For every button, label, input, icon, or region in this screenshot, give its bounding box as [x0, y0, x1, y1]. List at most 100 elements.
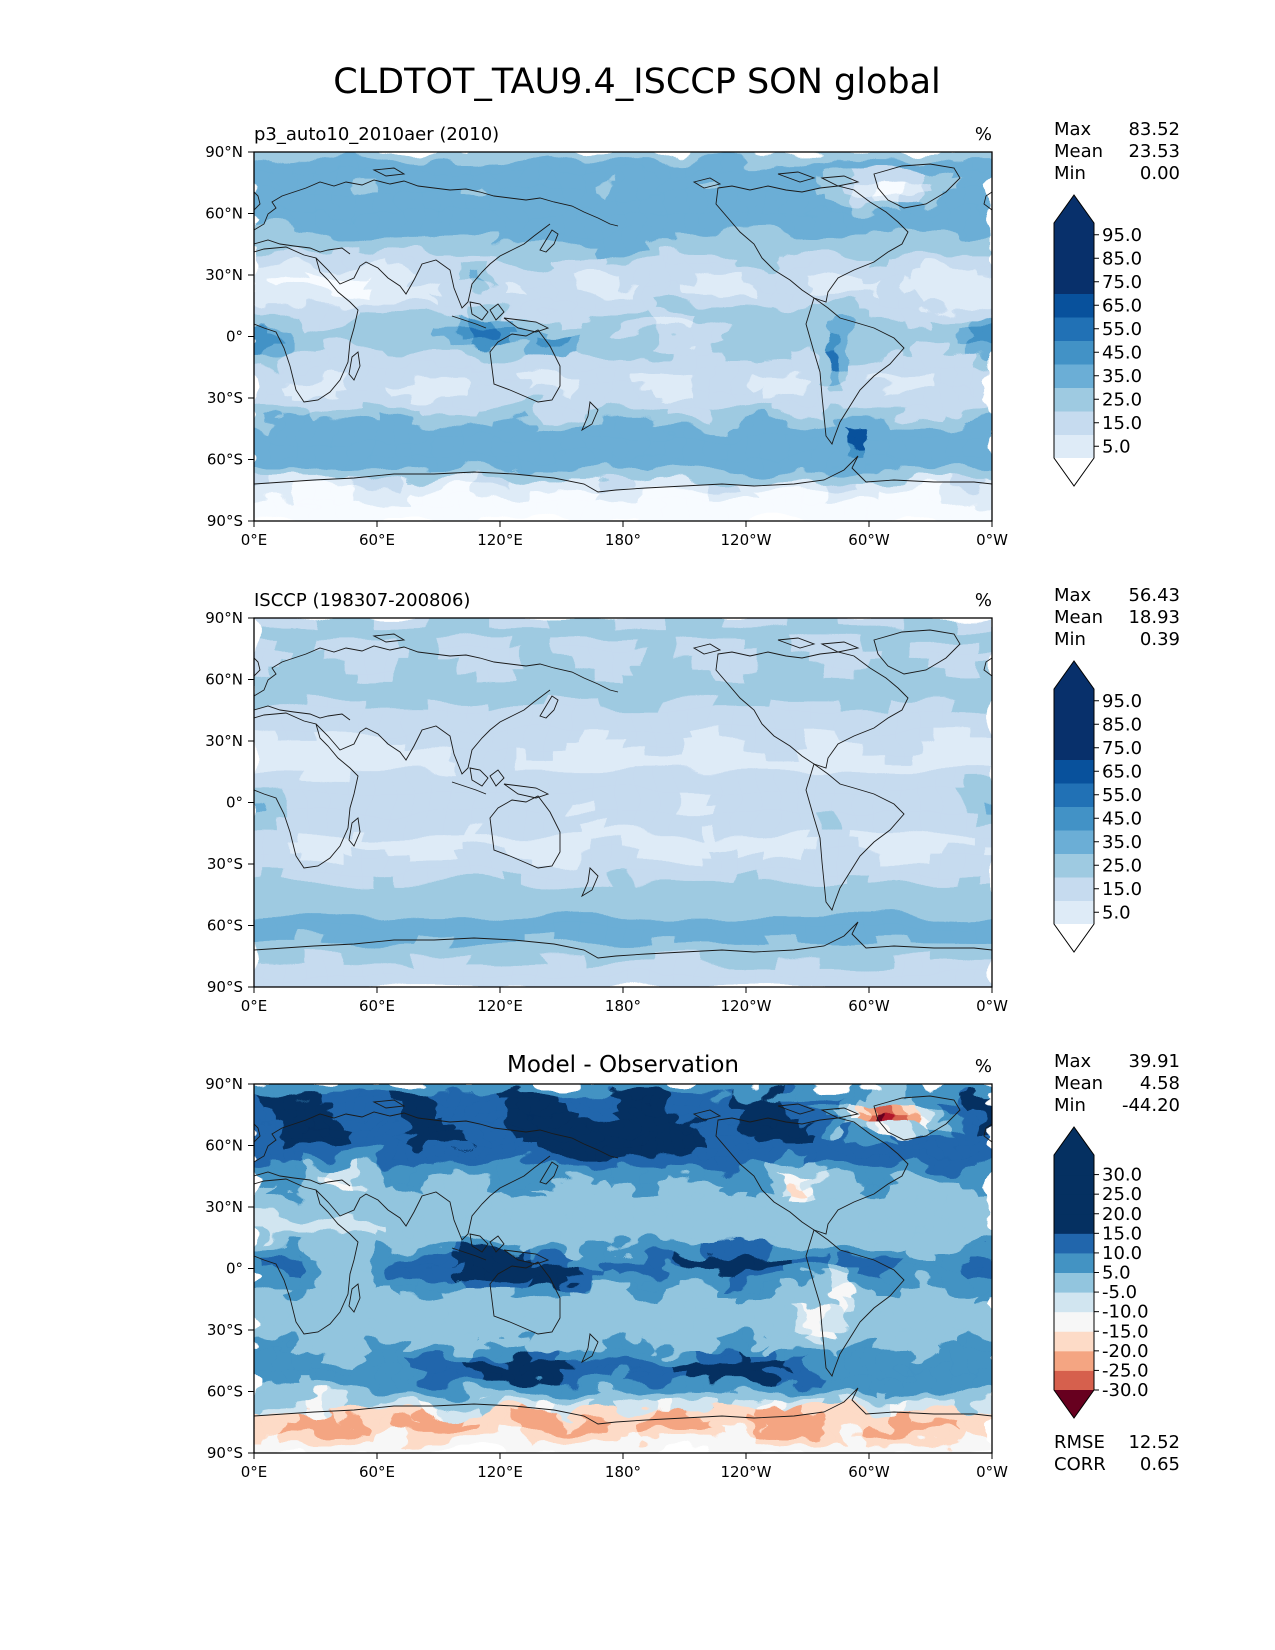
colorbar-segment	[1054, 317, 1094, 341]
panel-test: 0°E 60°E 120°E 180° 120°W 60°W 0°W 90°N 60°N 30°N…	[205, 119, 1180, 549]
stat-label: Max	[1054, 585, 1092, 606]
colorbar-label: 85.0	[1102, 248, 1142, 269]
extra-stat-value: 12.52	[1128, 1432, 1180, 1453]
colorbar-segment	[1054, 387, 1094, 412]
colorbar-label: 95.0	[1102, 225, 1142, 246]
colorbar-segment	[1054, 1370, 1094, 1391]
y-tick-label: 0°	[226, 328, 243, 346]
x-tick-label: 120°E	[477, 1463, 523, 1481]
x-tick-label: 0°W	[976, 531, 1008, 549]
y-tick-label: 30°N	[205, 266, 243, 284]
panel-title-center: Model - Observation	[507, 1052, 739, 1078]
stat-value: 56.43	[1128, 585, 1180, 606]
colorbar-label: 45.0	[1102, 342, 1142, 363]
y-tick-label: 30°S	[207, 1321, 243, 1339]
colorbar-segment	[1054, 1350, 1094, 1371]
field-ref	[254, 618, 992, 987]
x-tick-label: 180°	[605, 997, 641, 1015]
colorbar-segment	[1054, 877, 1094, 901]
field-diff	[254, 1084, 992, 1453]
extra-stat-label: RMSE	[1054, 1432, 1105, 1453]
stat-value: 39.91	[1128, 1051, 1180, 1072]
x-tick-label: 60°E	[359, 997, 395, 1015]
colorbar-over-arrow	[1054, 195, 1094, 223]
stat-value: 18.93	[1128, 607, 1180, 628]
colorbar-label: 95.0	[1102, 691, 1142, 712]
map-diff	[253, 1083, 993, 1454]
x-tick-label: 180°	[605, 1463, 641, 1481]
y-tick-label: 90°S	[207, 512, 243, 530]
x-tick-label: 120°E	[477, 997, 523, 1015]
stat-label: Mean	[1054, 1073, 1103, 1094]
colorbar-over-arrow	[1054, 661, 1094, 689]
colorbar-segment	[1054, 759, 1094, 784]
x-tick-label: 0°E	[241, 531, 268, 549]
stat-label: Max	[1054, 1051, 1092, 1072]
y-tick-label: 60°S	[207, 917, 243, 935]
stat-value: 0.00	[1140, 163, 1180, 184]
y-tick-label: 60°N	[205, 671, 243, 689]
stat-label: Min	[1054, 1095, 1086, 1116]
colorbar-segment	[1054, 293, 1094, 318]
colorbar-label: -20.0	[1102, 1341, 1149, 1362]
stat-value: 23.53	[1128, 141, 1180, 162]
map-test	[253, 151, 993, 522]
colorbar-label: -5.0	[1102, 1282, 1137, 1303]
units-label: %	[975, 124, 992, 145]
colorbar-label: -30.0	[1102, 1380, 1149, 1401]
extra-stat-label: CORR	[1054, 1454, 1106, 1475]
x-tick-label: 120°W	[721, 1463, 772, 1481]
colorbar-under-arrow	[1054, 458, 1094, 486]
panel-title-left: ISCCP (198307-200806)	[254, 590, 470, 611]
y-tick-label: 90°N	[205, 1075, 243, 1093]
colorbar-label: 5.0	[1102, 902, 1131, 923]
colorbar-label: 75.0	[1102, 272, 1142, 293]
colorbar-segment	[1054, 411, 1094, 435]
panel-diff: 0°E 60°E 120°E 180° 120°W 60°W 0°W 90°N 60°N 30°N…	[205, 1051, 1180, 1481]
colorbar-segment	[1054, 689, 1094, 713]
colorbar-segment	[1054, 1292, 1094, 1313]
colorbar-segment	[1054, 1194, 1094, 1215]
y-tick-label: 60°N	[205, 1137, 243, 1155]
colorbar-segment	[1054, 246, 1094, 271]
x-tick-label: 120°W	[721, 997, 772, 1015]
colorbar-segment	[1054, 853, 1094, 878]
colorbar-segment	[1054, 712, 1094, 737]
y-tick-label: 0°	[226, 1260, 243, 1278]
x-tick-label: 60°W	[848, 531, 890, 549]
stat-value: 0.39	[1140, 629, 1180, 650]
colorbar-segment	[1054, 434, 1094, 459]
colorbar-label: 15.0	[1102, 879, 1142, 900]
x-tick-label: 0°E	[241, 1463, 268, 1481]
x-tick-label: 60°W	[848, 997, 890, 1015]
panels: 0°E 60°E 120°E 180° 120°W 60°W 0°W 90°N 60°N 30°N…	[205, 119, 1180, 1481]
colorbar-label: 10.0	[1102, 1243, 1142, 1264]
figure-title: CLDTOT_TAU9.4_ISCCP SON global	[333, 62, 941, 102]
colorbar-segment	[1054, 223, 1094, 247]
colorbar-label: 55.0	[1102, 785, 1142, 806]
y-tick-label: 30°N	[205, 1198, 243, 1216]
colorbar-label: 20.0	[1102, 1204, 1142, 1225]
stat-value: 83.52	[1128, 119, 1180, 140]
colorbar-segment	[1054, 830, 1094, 854]
y-tick-label: 30°S	[207, 389, 243, 407]
colorbar-label: 85.0	[1102, 714, 1142, 735]
y-tick-label: 90°S	[207, 1444, 243, 1462]
colorbar-label: 75.0	[1102, 738, 1142, 759]
colorbar-diff: 30.025.020.015.010.05.0-5.0-10.0-15.0-20…	[1053, 1126, 1149, 1419]
colorbar-segment	[1054, 900, 1094, 925]
x-tick-label: 120°E	[477, 531, 523, 549]
stat-value: -44.20	[1122, 1095, 1180, 1116]
x-tick-label: 60°E	[359, 531, 395, 549]
x-tick-label: 60°W	[848, 1463, 890, 1481]
colorbar-label: 45.0	[1102, 808, 1142, 829]
colorbar-label: 15.0	[1102, 413, 1142, 434]
stat-label: Mean	[1054, 607, 1103, 628]
y-tick-label: 90°N	[205, 143, 243, 161]
stat-label: Min	[1054, 629, 1086, 650]
colorbar-label: 35.0	[1102, 366, 1142, 387]
stat-label: Mean	[1054, 141, 1103, 162]
colorbar-segment	[1054, 1331, 1094, 1352]
colorbar-segment	[1054, 1233, 1094, 1254]
